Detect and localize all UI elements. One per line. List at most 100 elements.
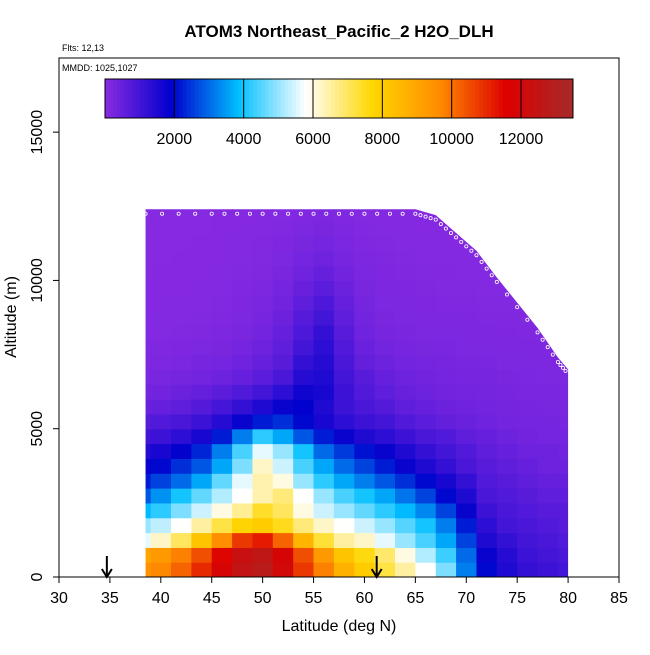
heatmap-cell [293,369,315,385]
sample-marker [515,305,520,310]
sample-marker [349,211,354,216]
heatmap-cell [145,354,152,370]
heatmap-cell [496,532,518,548]
sample-marker [286,211,291,216]
colorbar-segment [108,79,114,118]
sample-marker [479,259,484,264]
heatmap-cell [537,265,559,282]
heatmap-cell [476,250,498,267]
heatmap-cell [333,428,355,445]
heatmap-cell [145,413,152,430]
heatmap-cell [232,265,254,282]
colorbar-segment [292,79,297,118]
heatmap-cell [557,399,569,415]
heatmap-cell [395,221,416,237]
heatmap-cell [313,399,335,415]
heatmap-cell [211,265,233,282]
heatmap-cell [191,339,213,356]
heatmap-cell [456,458,478,474]
heatmap-cell [232,562,254,577]
heatmap-cell [333,413,355,430]
heatmap-cell [537,532,559,548]
heatmap-cell [456,235,478,252]
heatmap-cell [374,324,396,341]
heatmap-cell [456,473,478,489]
heatmap-cell [211,339,233,356]
heatmap-cell [476,369,498,385]
heatmap-cell [354,369,376,385]
heatmap-cell [171,532,192,548]
heatmap-cell [150,250,172,267]
heatmap-cell [374,428,396,445]
heatmap-cell [171,502,192,519]
heatmap-cell [354,280,376,296]
colorbar-segment [261,79,266,118]
heatmap-cell [145,384,152,400]
sample-marker [438,222,443,227]
colorbar-segment [253,79,258,118]
sample-marker [448,230,453,235]
heatmap-cell [191,280,213,296]
heatmap-cell [272,413,294,430]
colorbar-segment [144,79,149,118]
heatmap-cell [354,428,376,445]
x-tick-label: 80 [559,590,577,607]
sample-marker [176,211,181,216]
heatmap-cell [476,443,498,459]
colorbar-segment [436,79,441,118]
heatmap-cell [252,295,274,311]
colorbar-tick-label: 12000 [499,131,544,148]
colorbar-segment [225,79,231,118]
sample-marker [563,368,568,373]
colorbar-segment [389,79,395,118]
heatmap-cell [232,413,254,430]
heatmap-cell [191,443,213,459]
heatmap-cell [435,458,457,474]
colorbar-segment [428,79,434,118]
heatmap-cell [145,532,152,548]
heatmap-cell [395,443,416,459]
heatmap-cell [456,369,478,385]
heatmap-cell [145,324,152,341]
heatmap-cell [415,428,437,445]
colorbar-segment [557,79,562,118]
heatmap-cell [150,547,172,563]
heatmap-cell [354,209,376,222]
heatmap-cell [517,250,539,267]
heatmap-cell [395,209,416,222]
heatmap-cell [150,458,172,474]
heatmap-cell [354,339,376,356]
heatmap-cell [456,428,478,445]
heatmap-cell [232,280,254,296]
heatmap-cell [171,547,192,563]
heatmap-cell [333,354,355,370]
heatmap-cell [252,369,274,385]
heatmap-cell [145,473,152,489]
colorbar-segment [159,79,164,118]
heatmap-cell [374,354,396,370]
heatmap-cell [496,235,518,252]
heatmap-cell [252,384,274,400]
heatmap-cell [313,532,335,548]
x-axis-label: Latitude (deg N) [282,618,397,635]
heatmap-cell [333,310,355,326]
heatmap-cell [517,473,539,489]
heatmap-cell [476,384,498,400]
heatmap-cell [272,488,294,504]
heatmap-cell [537,221,559,237]
sample-marker [555,359,560,364]
heatmap-cell [211,221,233,237]
heatmap-cell [435,310,457,326]
heatmap-cell [191,428,213,445]
heatmap-cell [415,532,437,548]
heatmap-cell [293,413,315,430]
heatmap-cell [395,265,416,282]
heatmap-cell [232,295,254,311]
heatmap-cell [517,324,539,341]
colorbar-segment [549,79,554,118]
heatmap-cell [191,324,213,341]
heatmap-cell [293,428,315,445]
heatmap-cell [293,443,315,459]
